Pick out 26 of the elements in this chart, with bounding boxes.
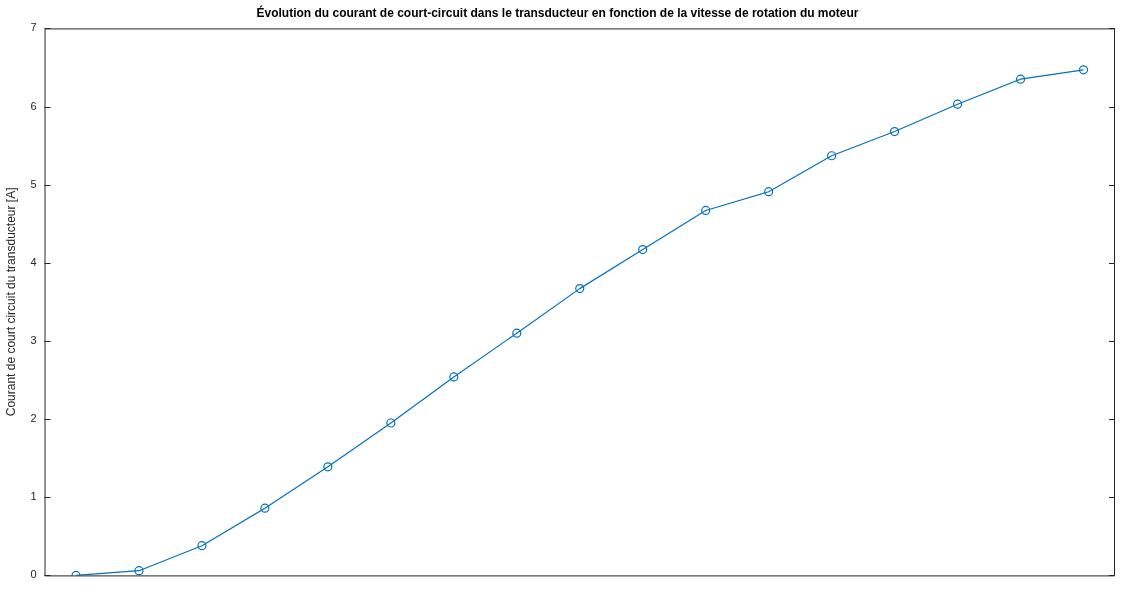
point (764, 187, 774, 197)
point (512, 328, 522, 338)
y-tick-label: 4 (30, 255, 37, 268)
point (449, 372, 459, 382)
y-tick-label: 5 (30, 177, 37, 190)
chart-title: Évolution du courant de court-circuit dans le transducteur en fonction de la vitesse de rotation du moteur (256, 4, 859, 20)
y-tick-label: 6 (30, 99, 37, 112)
point (827, 151, 837, 161)
point (1078, 65, 1089, 75)
point (197, 541, 207, 551)
point (1015, 74, 1026, 84)
point (952, 99, 963, 109)
y-tick-label: 7 (30, 21, 37, 34)
y-tick-label: 1 (30, 490, 37, 503)
point (323, 462, 333, 472)
point (890, 126, 900, 137)
y-axis-title: Courant de court circuit du transducteur [A] (3, 187, 18, 417)
y-tick-label: 2 (30, 412, 37, 425)
point (638, 244, 648, 255)
point (386, 418, 396, 428)
y-tick-label: 3 (30, 334, 37, 346)
point (701, 205, 711, 216)
point (134, 566, 144, 576)
point (260, 503, 270, 513)
y-tick-label: 0 (30, 568, 37, 581)
point (575, 284, 585, 294)
